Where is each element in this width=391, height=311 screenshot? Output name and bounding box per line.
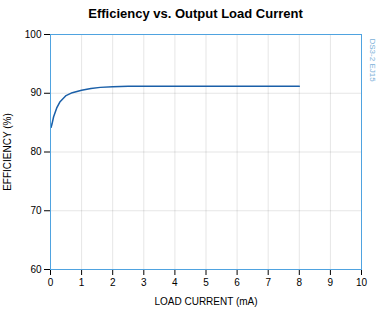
svg-text:8: 8 bbox=[297, 277, 303, 288]
svg-text:5: 5 bbox=[203, 277, 209, 288]
svg-text:4: 4 bbox=[172, 277, 178, 288]
svg-text:6: 6 bbox=[234, 277, 240, 288]
svg-text:1: 1 bbox=[79, 277, 85, 288]
svg-text:LOAD CURRENT (mA): LOAD CURRENT (mA) bbox=[154, 296, 257, 307]
html-text:Efficiency vs. Output Load Cur: Efficiency vs. Output Load Current bbox=[88, 6, 303, 21]
svg-text:DS3-2 EJ15: DS3-2 EJ15 bbox=[368, 39, 377, 83]
svg-text:0: 0 bbox=[48, 277, 54, 288]
svg-text:60: 60 bbox=[30, 264, 42, 275]
svg-text:2: 2 bbox=[110, 277, 116, 288]
svg-text:70: 70 bbox=[30, 205, 42, 216]
svg-text:100: 100 bbox=[25, 29, 42, 40]
svg-text:7: 7 bbox=[265, 277, 271, 288]
svg-text:3: 3 bbox=[141, 277, 147, 288]
svg-text:80: 80 bbox=[30, 146, 42, 157]
svg-text:90: 90 bbox=[30, 87, 42, 98]
svg-text:EFFICIENCY (%): EFFICIENCY (%) bbox=[2, 113, 13, 191]
svg-text:9: 9 bbox=[328, 277, 334, 288]
svg-text:10: 10 bbox=[356, 277, 368, 288]
